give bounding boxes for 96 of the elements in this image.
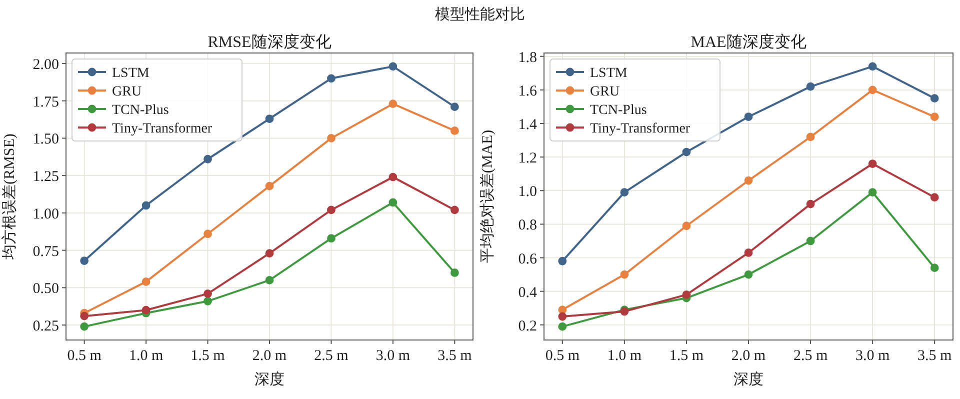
point — [327, 74, 336, 83]
text: 模型性能对比 — [435, 6, 525, 23]
x-tick-label: 2.5 m — [314, 348, 349, 364]
point — [204, 230, 212, 238]
y-tick-label: 2.00 — [32, 56, 59, 73]
legend-label: TCN-Plus — [590, 103, 647, 118]
point — [388, 172, 398, 182]
x-axis-title: 深度 — [254, 371, 284, 388]
x-tick-label: 3.0 m — [855, 348, 890, 364]
point — [558, 322, 567, 331]
point — [682, 222, 691, 230]
x-axis-title: 深度 — [734, 371, 764, 388]
x-tick-label: 3.0 m — [376, 348, 410, 364]
point — [388, 100, 398, 108]
chart-title: MAE随深度变化 — [690, 33, 806, 51]
x-tick-label: 1.5 m — [669, 348, 704, 364]
point — [930, 112, 939, 121]
point — [682, 290, 691, 299]
point — [265, 114, 274, 123]
point — [327, 206, 336, 214]
point — [265, 249, 274, 258]
point — [930, 193, 939, 202]
legend-label: GRU — [590, 84, 620, 100]
point — [388, 198, 398, 207]
point — [142, 278, 150, 286]
point — [558, 256, 567, 266]
chart-title: RMSE随深度变化 — [208, 33, 332, 51]
point — [806, 82, 815, 91]
y-tick-label: 1.0 — [518, 184, 537, 200]
point — [80, 312, 89, 320]
point — [265, 276, 274, 284]
point — [868, 62, 877, 71]
point — [744, 248, 753, 257]
y-tick-label: 0.50 — [32, 281, 59, 298]
point — [558, 312, 567, 321]
x-tick-label: 1.5 m — [190, 348, 226, 364]
y-tick-label: 1.00 — [32, 206, 59, 222]
y-axis-title: 平均绝对误差(MAE) — [479, 130, 496, 264]
point — [204, 296, 212, 306]
point — [620, 270, 629, 279]
x-tick-label: 0.5 m — [545, 348, 580, 364]
y-tick-label: 0.2 — [518, 318, 537, 334]
y-tick-label: 1.25 — [32, 169, 59, 186]
point — [806, 132, 815, 142]
point — [868, 188, 877, 197]
x-tick-label: 1.0 m — [607, 348, 642, 364]
point — [450, 268, 459, 277]
point — [930, 94, 939, 103]
point — [744, 112, 753, 121]
y-tick-label: 1.8 — [518, 50, 537, 66]
point — [450, 206, 459, 214]
point — [327, 134, 336, 142]
y-axis-title: 均方根误差(RMSE) — [1, 134, 18, 260]
legend-label: Tiny-Transformer — [112, 122, 212, 136]
point — [142, 201, 150, 210]
x-tick-label: 3.5 m — [918, 348, 952, 364]
point — [80, 256, 89, 265]
y-tick-label: 1.6 — [518, 83, 538, 100]
legend-label: LSTM — [590, 66, 628, 81]
legend-label: LSTM — [112, 66, 150, 81]
y-tick-label: 1.75 — [32, 94, 59, 110]
point — [868, 86, 877, 94]
y-tick-label: 1.2 — [518, 150, 537, 167]
point — [744, 176, 753, 185]
y-tick-label: 0.25 — [32, 318, 59, 335]
x-tick-label: 1.0 m — [128, 348, 164, 364]
point — [806, 200, 815, 208]
legend-label: GRU — [112, 84, 142, 100]
point — [806, 236, 815, 246]
point — [327, 234, 336, 243]
x-tick-label: 3.5 m — [438, 348, 472, 364]
x-tick-label: 2.0 m — [731, 348, 766, 364]
point — [142, 306, 150, 314]
y-tick-label: 0.75 — [32, 244, 59, 260]
point — [204, 154, 212, 164]
point — [682, 148, 691, 156]
y-tick-label: 0.4 — [518, 284, 538, 301]
point — [450, 126, 459, 135]
point — [388, 62, 398, 71]
point — [930, 264, 939, 272]
point — [80, 322, 89, 331]
point — [450, 102, 459, 112]
y-tick-label: 1.4 — [518, 116, 538, 133]
point — [620, 188, 629, 197]
legend-label: Tiny-Transformer — [590, 122, 690, 136]
x-tick-label: 0.5 m — [67, 348, 102, 364]
legend-label: TCN-Plus — [112, 103, 169, 118]
y-tick-label: 0.8 — [518, 218, 537, 234]
x-tick-label: 2.5 m — [793, 348, 828, 364]
point — [744, 270, 753, 279]
point — [265, 182, 274, 190]
y-tick-label: 1.50 — [32, 132, 59, 148]
point — [204, 289, 212, 298]
y-tick-label: 0.6 — [518, 251, 538, 268]
x-tick-label: 2.0 m — [252, 348, 287, 364]
point — [868, 160, 877, 168]
